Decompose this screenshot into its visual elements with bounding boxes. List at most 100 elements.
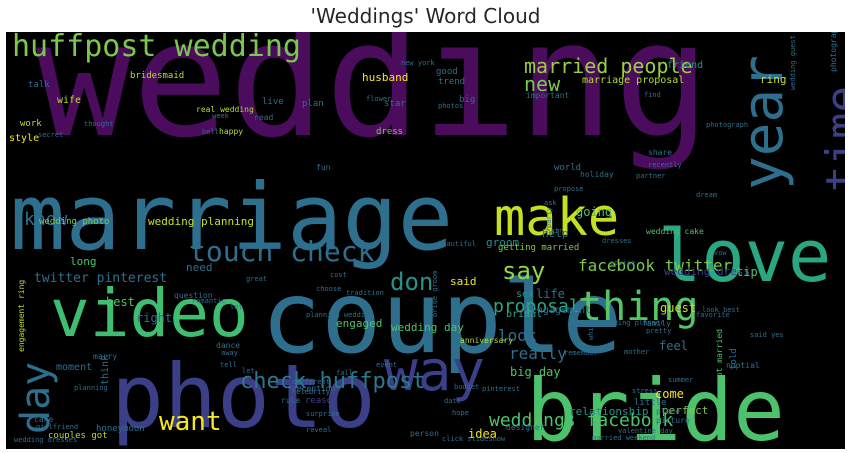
cloud-word: wedding [36, 32, 711, 173]
cloud-word: said [450, 275, 477, 288]
cloud-word: hope [452, 409, 469, 417]
cloud-word: thought [84, 120, 114, 128]
cloud-word: remember [564, 349, 598, 357]
cloud-word: propose [554, 185, 584, 193]
cloud-word: bridesmaid [130, 71, 185, 81]
cloud-word: good [436, 67, 458, 77]
cloud-word: tell [220, 361, 237, 369]
cloud-word: week [212, 112, 229, 120]
cloud-word: wedding guest [789, 35, 797, 90]
cloud-word: hair [546, 227, 563, 235]
cloud-word: look [498, 326, 537, 345]
cloud-word: touch check [189, 235, 375, 268]
cloud-word: engagement [531, 305, 592, 316]
cloud-word: dance [216, 341, 241, 350]
cloud-word: relationship [569, 405, 649, 418]
cloud-word: photographer [829, 32, 838, 72]
cloud-word: life [536, 287, 565, 301]
cloud-word: long [70, 255, 97, 268]
cloud-word: new york [401, 59, 435, 67]
cloud-word: bride groom [431, 270, 439, 317]
cloud-word: world [554, 163, 582, 173]
cloud-word: marriage [10, 164, 454, 271]
cloud-word: love [658, 214, 832, 298]
cloud-word: talk [28, 80, 50, 90]
cloud-word: husband [362, 71, 409, 84]
cloud-word: place [656, 407, 681, 416]
cloud-word: ask [544, 199, 557, 207]
cloud-word: going [576, 205, 613, 219]
cloud-word: look best [702, 306, 740, 314]
cloud-word: reason [305, 396, 338, 406]
cloud-word: proposal [493, 296, 580, 317]
cloud-word: moment [56, 362, 93, 373]
cloud-word: little [634, 398, 667, 408]
cloud-word: dream [696, 191, 718, 199]
cloud-word: couple [261, 259, 623, 376]
cloud-word: say [502, 257, 546, 285]
cloud-word: work [20, 119, 42, 129]
cloud-word: share [648, 148, 673, 157]
cloud-word: check huffpost [240, 369, 426, 394]
cloud-word: date [444, 397, 461, 405]
cloud-word: pretty [646, 327, 672, 335]
cloud-word: favorite [696, 311, 730, 319]
cloud-word: engaged [336, 317, 383, 330]
cloud-word: reveal [306, 426, 332, 434]
cloud-word: white [587, 318, 595, 340]
cloud-word: tradition [346, 289, 384, 297]
cloud-word: stress [632, 387, 658, 395]
cloud-word: big day [510, 365, 561, 379]
cloud-word: time [817, 86, 845, 192]
cloud-word: live [262, 97, 284, 107]
cloud-word: plan [302, 99, 324, 109]
cloud-word: video [50, 275, 249, 352]
cloud-word: huffpost wedding [12, 32, 301, 64]
cloud-word: celebrity [292, 388, 330, 396]
cloud-word: wedding day [391, 321, 464, 334]
cloud-word: girlfriend [36, 423, 79, 431]
cloud-word: read [254, 113, 274, 122]
word-cloud-canvas: wedding marriage couple photo bride video love… [6, 32, 845, 449]
cloud-word: wedding planner [601, 319, 665, 327]
cloud-word: reception [292, 384, 336, 393]
cloud-word: different [292, 378, 330, 386]
cloud-word: great [246, 275, 268, 283]
cloud-word: bell [202, 128, 219, 136]
cloud-word: perfect [662, 404, 709, 417]
cloud-word: idea [468, 427, 497, 441]
cloud-word: away [221, 349, 238, 357]
cloud-word: facebook twitter [578, 256, 733, 275]
chart-title: 'Weddings' Word Cloud [310, 4, 541, 28]
cloud-word: let [242, 367, 255, 375]
cloud-word: valentine day [618, 427, 673, 435]
cloud-word: vow [714, 249, 727, 257]
cloud-word: help [542, 227, 569, 240]
cloud-word: wedding cake [646, 227, 704, 236]
cloud-word: wedding dress [664, 265, 751, 278]
cloud-word: come [655, 387, 684, 401]
cloud-word: event [376, 361, 398, 369]
cloud-word: style [9, 133, 40, 144]
cloud-word: question [174, 291, 213, 300]
cloud-word: fun [316, 163, 331, 172]
cloud-word: twitter pinterest [34, 271, 168, 286]
cloud-word: budget [454, 383, 480, 391]
cloud-word: make [494, 188, 620, 248]
cloud-word: friend [667, 60, 704, 71]
cloud-word: bridal [506, 309, 543, 320]
cloud-word: honeymoon [96, 424, 145, 434]
cloud-word: really [509, 344, 567, 363]
cloud-word: dresses [602, 237, 632, 245]
cloud-word: need [186, 261, 213, 274]
cloud-word: groom [486, 236, 520, 249]
cloud-word: best [106, 295, 135, 309]
cloud-word: beautiful [438, 240, 476, 248]
cloud-word: know [24, 209, 68, 230]
cloud-word: right [136, 311, 173, 325]
cloud-word: marriage proposal [582, 75, 685, 86]
cloud-word: dress [376, 127, 404, 137]
cloud-word: planning [74, 384, 108, 392]
cloud-word: trend [438, 77, 466, 87]
cloud-word: fall [336, 369, 353, 377]
